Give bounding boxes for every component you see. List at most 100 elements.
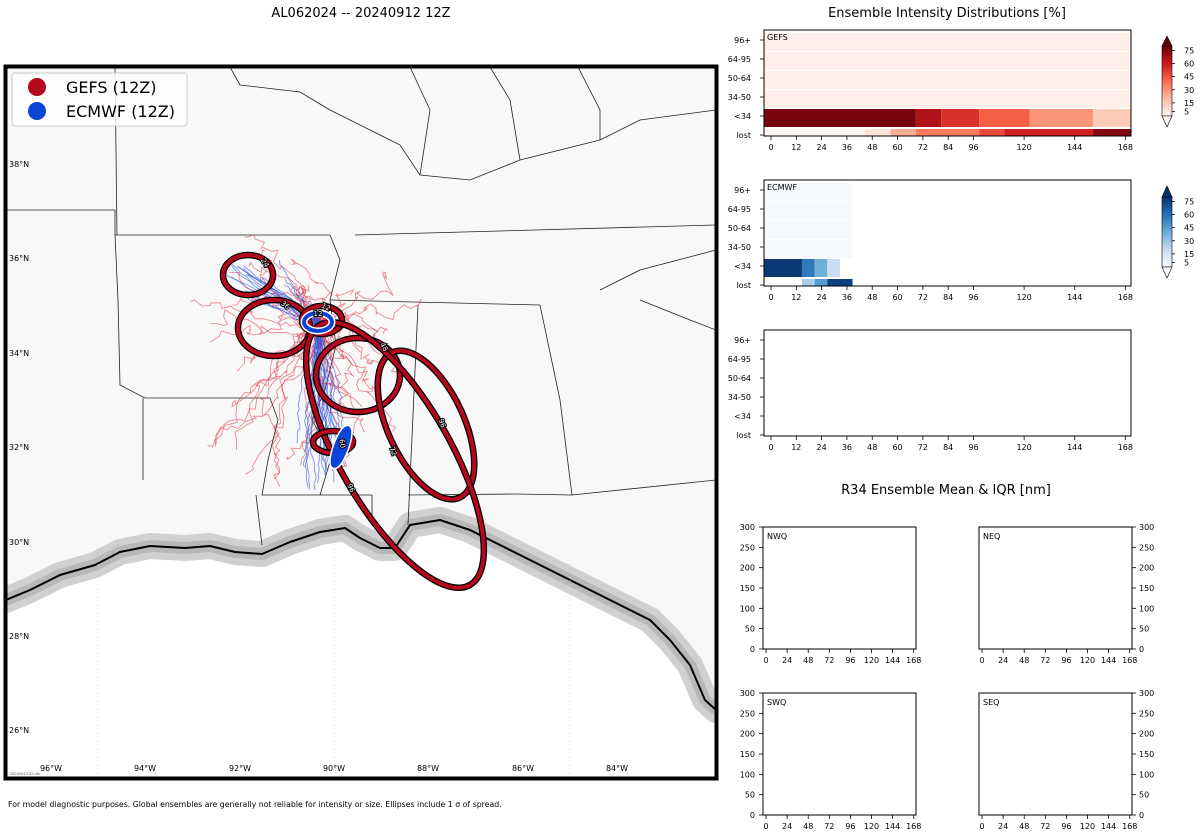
heatmap-cell xyxy=(764,109,916,127)
r34-panel-frame xyxy=(762,526,917,650)
ecmwf-colorbar-bar xyxy=(1161,196,1173,268)
ecmwf-ellipses xyxy=(300,309,353,470)
lat-label-38: 38°N xyxy=(9,160,29,169)
heatmap-cell xyxy=(764,183,853,201)
r34-x-tick-label: 72 xyxy=(1040,656,1050,665)
r34-x-tick-label: 48 xyxy=(1019,822,1029,831)
r34-x-tick-label: 96 xyxy=(845,656,855,665)
heatmap-cell xyxy=(915,109,942,127)
y-tick-label: 50-64 xyxy=(728,224,751,233)
x-tick-label: 12 xyxy=(791,443,801,452)
r34-x-tick-label: 168 xyxy=(906,656,921,665)
r34-y-tick-label: 50 xyxy=(745,791,755,800)
intensity-title: Ensemble Intensity Distributions [%] xyxy=(828,6,1066,21)
heatmap-cell xyxy=(764,259,802,277)
gulf-water xyxy=(6,520,716,778)
r34-x-tick-label: 72 xyxy=(824,656,834,665)
r34-x-tick-label: 120 xyxy=(1080,656,1095,665)
gefs-colorbar-bottom-arrow xyxy=(1161,115,1173,128)
colorbar-tick-label: 45 xyxy=(1184,73,1194,82)
gefs-track xyxy=(207,318,321,447)
map-legend: GEFS (12Z) ECMWF (12Z) xyxy=(11,72,188,127)
heatmap-cell xyxy=(801,259,815,277)
gefs-track xyxy=(244,234,320,320)
lon-label-88: 88°W xyxy=(417,764,439,773)
r34-y-tick-label: 250 xyxy=(1139,543,1154,552)
r34-panel-neq: NEQ 300 250 200 150 100 50 0 0 24 48 72 96 120 144 168 xyxy=(978,523,1154,665)
r34-y-tick-label: 50 xyxy=(1139,625,1149,634)
r34-y-tick-label: 100 xyxy=(1139,604,1154,613)
ecmwf-track xyxy=(315,318,343,448)
y-tick-label: lost xyxy=(737,131,751,140)
y-tick-label: <34 xyxy=(734,112,751,121)
colorbar-tick-label: 5 xyxy=(1184,108,1189,117)
heatmap-cell xyxy=(801,279,815,286)
r34-y-tick-label: 200 xyxy=(1139,564,1154,573)
ecmwf-lead-labels: 12 60 xyxy=(313,309,348,450)
intensity-panel-1: GEFS 96+ 64-95 50-64 34-50 <34 lost 0 12 24 36 48 60… xyxy=(728,29,1133,152)
gefs-track xyxy=(215,321,322,444)
lon-label-90: 90°W xyxy=(323,764,345,773)
y-tick-label: lost xyxy=(737,431,751,440)
heatmap-cell xyxy=(827,279,853,286)
y-tick-label: lost xyxy=(737,281,751,290)
map-title: AL062024 -- 20240912 12Z xyxy=(271,6,450,21)
r34-x-tick-label: 72 xyxy=(1040,822,1050,831)
x-tick-label: 120 xyxy=(1016,143,1031,152)
lat-label-34: 34°N xyxy=(9,349,29,358)
x-tick-label: 84 xyxy=(943,293,953,302)
intensity-panels: GEFS 96+ 64-95 50-64 34-50 <34 lost 0 12 24 36 48 60… xyxy=(728,29,1133,452)
r34-x-tick-label: 48 xyxy=(803,822,813,831)
coastline xyxy=(6,519,716,711)
gefs-ellipse-96h-a xyxy=(302,318,488,592)
legend-box xyxy=(11,72,188,127)
intensity-panel-frame xyxy=(763,29,1132,137)
heatmap-cell xyxy=(941,109,980,127)
legend-gefs-label: GEFS (12Z) xyxy=(66,78,156,97)
y-tick-label: 64-95 xyxy=(728,55,751,64)
x-tick-label: 48 xyxy=(867,143,877,152)
lat-label-36: 36°N xyxy=(9,254,29,263)
r34-y-tick-label: 300 xyxy=(740,689,755,698)
map-panel: 24 36 12 48 72 96 96 12 60 38°N 36°N 34°… xyxy=(6,67,716,778)
r34-y-tick-label: 100 xyxy=(740,604,755,613)
x-tick-label: 72 xyxy=(918,293,928,302)
lon-label-84: 84°W xyxy=(606,764,628,773)
x-tick-label: 12 xyxy=(791,143,801,152)
ecmwf-ellipse-60h xyxy=(329,424,353,470)
r34-x-tick-label: 120 xyxy=(1080,822,1095,831)
ecmwf-colorbar: 75 60 45 30 155 xyxy=(1161,185,1194,279)
x-tick-label: 60 xyxy=(892,443,902,452)
gefs-colorbar-bar xyxy=(1161,45,1173,117)
intensity-panel-3: 96+ 64-95 50-64 34-50 <34 lost 0 12 24 36 48 60 72 84… xyxy=(728,329,1133,452)
gefs-ellipse-72h xyxy=(374,347,478,503)
y-tick-label: 96+ xyxy=(734,336,751,345)
colorbar-tick-label: 15 xyxy=(1184,99,1194,108)
gefs-colorbar-top-arrow xyxy=(1161,35,1173,47)
y-tick-label: <34 xyxy=(734,412,751,421)
intensity-panel-label: ECMWF xyxy=(767,183,797,192)
x-tick-label: 72 xyxy=(918,143,928,152)
r34-y-tick-label: 50 xyxy=(745,625,755,634)
x-tick-label: 168 xyxy=(1118,143,1133,152)
x-tick-label: 144 xyxy=(1067,443,1082,452)
heatmap-cell xyxy=(764,129,866,136)
x-tick-label: 96 xyxy=(968,443,978,452)
heatmap-cell xyxy=(979,109,1030,127)
r34-x-tick-label: 0 xyxy=(763,656,768,665)
ecmwf-label-12: 12 xyxy=(314,310,323,318)
r34-y-tick-label: 300 xyxy=(740,523,755,532)
map-stamp: 20240913 02 utc xyxy=(10,772,40,776)
r34-y-tick-label: 250 xyxy=(740,543,755,552)
colorbar-tick-label: 30 xyxy=(1184,86,1194,95)
r34-x-tick-label: 24 xyxy=(782,822,792,831)
heatmap-cell xyxy=(764,52,1131,70)
heatmap-cell xyxy=(764,90,1131,108)
r34-x-tick-label: 24 xyxy=(998,822,1008,831)
r34-panel-label: NWQ xyxy=(767,532,787,541)
colorbar-tick-label: 75 xyxy=(1184,197,1194,206)
r34-x-tick-label: 168 xyxy=(906,822,921,831)
heatmap-cell xyxy=(827,259,840,277)
r34-y-tick-label: 200 xyxy=(740,730,755,739)
x-tick-label: 12 xyxy=(791,293,801,302)
